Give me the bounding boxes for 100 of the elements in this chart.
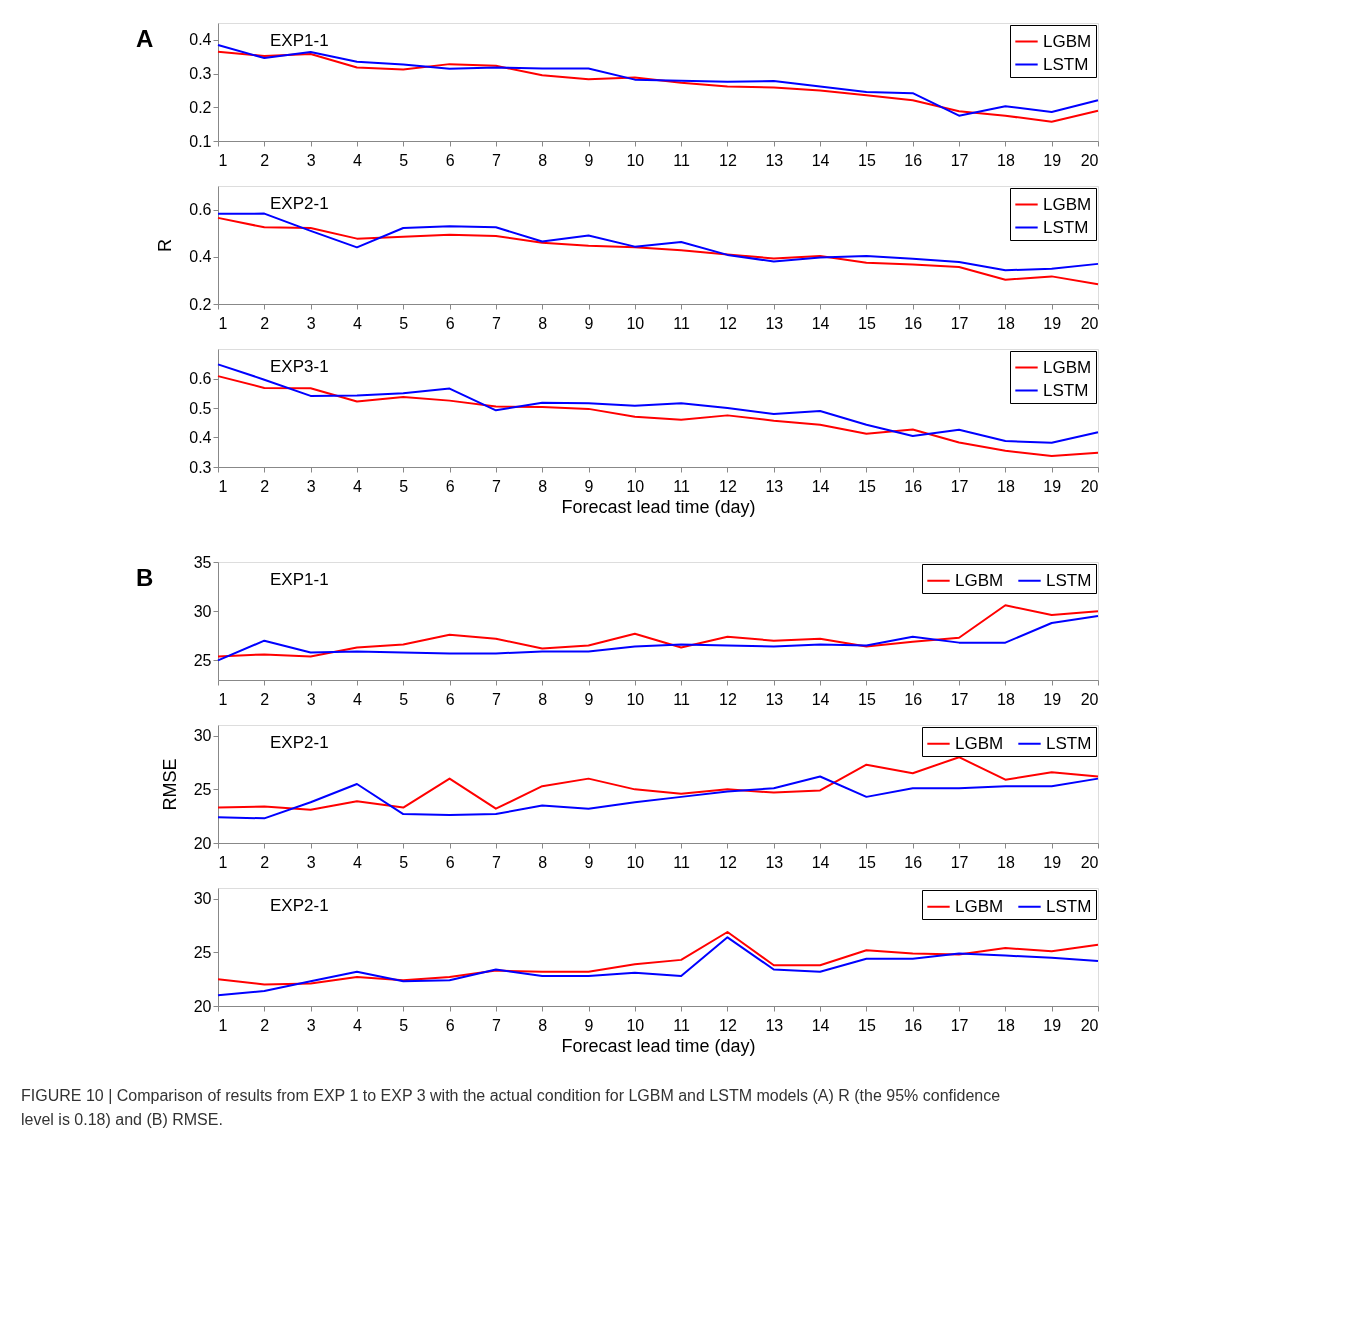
x-tick-label: 7 [491, 853, 501, 871]
y-tick-label: 0.3 [189, 458, 212, 476]
x-tick-label: 18 [996, 151, 1015, 169]
x-tick-label: 18 [996, 314, 1015, 332]
x-tick-label: 1 [218, 314, 228, 332]
x-tick-label: 1 [218, 151, 228, 169]
x-tick-label: 16 [904, 1016, 923, 1034]
y-tick-label: 25 [193, 651, 212, 669]
x-tick-label: 4 [352, 1016, 362, 1034]
x-tick-label: 9 [584, 314, 594, 332]
line-series [217, 212, 1099, 272]
x-tick-label: 10 [626, 690, 645, 708]
x-tick-label: 16 [904, 477, 923, 495]
x-tick-label: 9 [584, 151, 594, 169]
x-tick-label: 5 [399, 151, 409, 169]
y-tick-label: 20 [193, 834, 212, 852]
legend-label: LGBM [1043, 357, 1092, 377]
line-series [217, 930, 1099, 986]
x-tick-label: 2 [260, 477, 270, 495]
y-tick-label: 0.4 [189, 248, 212, 266]
x-tick-label: 16 [904, 314, 923, 332]
x-tick-label: 1 [218, 477, 228, 495]
x-tick-label: 4 [352, 151, 362, 169]
y-axis-title: R [155, 239, 176, 252]
x-tick-label: 15 [858, 314, 876, 332]
y-tick-label: 0.6 [189, 370, 212, 387]
legend-label: LSTM [1046, 896, 1092, 916]
x-tick-label: 5 [399, 853, 409, 871]
x-tick-label: 3 [306, 853, 316, 871]
line-series [217, 936, 1099, 997]
x-tick-label: 20 [1080, 151, 1099, 169]
x-tick-label: 3 [306, 477, 316, 495]
x-tick-label: 3 [306, 1016, 316, 1034]
x-tick-label: 17 [950, 853, 969, 871]
x-tick-label: 7 [491, 314, 501, 332]
y-tick-label: 30 [193, 727, 212, 745]
chart-title: EXP1-1 [270, 570, 329, 589]
x-tick-label: 8 [538, 690, 548, 708]
x-tick-label: 11 [673, 853, 691, 871]
y-tick-label: 0.5 [189, 399, 212, 417]
x-tick-label: 6 [445, 477, 455, 495]
legend-label: LSTM [1046, 570, 1092, 590]
x-tick-label: 6 [445, 151, 455, 169]
x-tick-label: 13 [765, 853, 784, 871]
x-tick-label: 11 [673, 151, 691, 169]
x-tick-label: 10 [626, 477, 645, 495]
x-tick-label: 9 [584, 690, 594, 708]
legend-label: LSTM [1043, 217, 1089, 237]
x-tick-label: 20 [1080, 477, 1099, 495]
x-tick-label: 10 [626, 1016, 645, 1034]
x-tick-label: 5 [399, 477, 409, 495]
x-tick-label: 3 [306, 690, 316, 708]
x-axis-title: Forecast lead time (day) [561, 1035, 756, 1056]
x-tick-label: 20 [1080, 314, 1099, 332]
x-tick-label: 8 [538, 151, 548, 169]
line-series [217, 756, 1099, 811]
x-tick-label: 4 [352, 314, 362, 332]
x-tick-label: 13 [765, 690, 784, 708]
x-tick-label: 11 [673, 314, 691, 332]
x-tick-label: 12 [719, 690, 737, 708]
x-tick-label: 7 [491, 151, 501, 169]
x-tick-label: 15 [858, 477, 876, 495]
x-tick-label: 10 [626, 151, 645, 169]
x-tick-label: 18 [996, 690, 1015, 708]
text: B [136, 564, 154, 591]
y-tick-label: 35 [193, 553, 212, 571]
x-tick-label: 4 [352, 853, 362, 871]
x-tick-label: 7 [491, 690, 501, 708]
x-tick-label: 14 [811, 314, 830, 332]
x-tick-label: 2 [260, 151, 270, 169]
y-tick-label: 30 [193, 602, 212, 620]
x-tick-label: 16 [904, 151, 923, 169]
x-tick-label: 12 [719, 853, 737, 871]
x-tick-label: 8 [538, 1016, 548, 1034]
y-tick-label: 0.4 [189, 31, 212, 49]
x-tick-label: 11 [673, 1016, 691, 1034]
x-tick-label: 13 [765, 1016, 784, 1034]
x-tick-label: 8 [538, 314, 548, 332]
x-tick-label: 17 [950, 690, 969, 708]
legend-label: LGBM [1043, 194, 1092, 214]
x-tick-label: 4 [352, 690, 362, 708]
x-tick-label: 19 [1043, 690, 1062, 708]
legend-label: LGBM [1043, 31, 1092, 51]
x-tick-label: 4 [352, 477, 362, 495]
x-tick-label: 2 [260, 690, 270, 708]
x-tick-label: 9 [584, 853, 594, 871]
y-axis-title: RMSE [159, 758, 180, 811]
y-tick-label: 0.6 [189, 201, 212, 219]
x-tick-label: 12 [719, 477, 737, 495]
x-tick-label: 6 [445, 853, 455, 871]
x-tick-label: 16 [904, 853, 923, 871]
line-series [217, 615, 1099, 662]
x-tick-label: 12 [719, 314, 737, 332]
chart-title: EXP2-1 [270, 194, 329, 213]
y-tick-label: 0.3 [189, 65, 212, 83]
y-tick-label: 25 [193, 943, 212, 961]
x-tick-label: 6 [445, 1016, 455, 1034]
x-tick-label: 14 [811, 151, 830, 169]
x-tick-label: 3 [306, 314, 316, 332]
x-tick-label: 19 [1043, 1016, 1062, 1034]
